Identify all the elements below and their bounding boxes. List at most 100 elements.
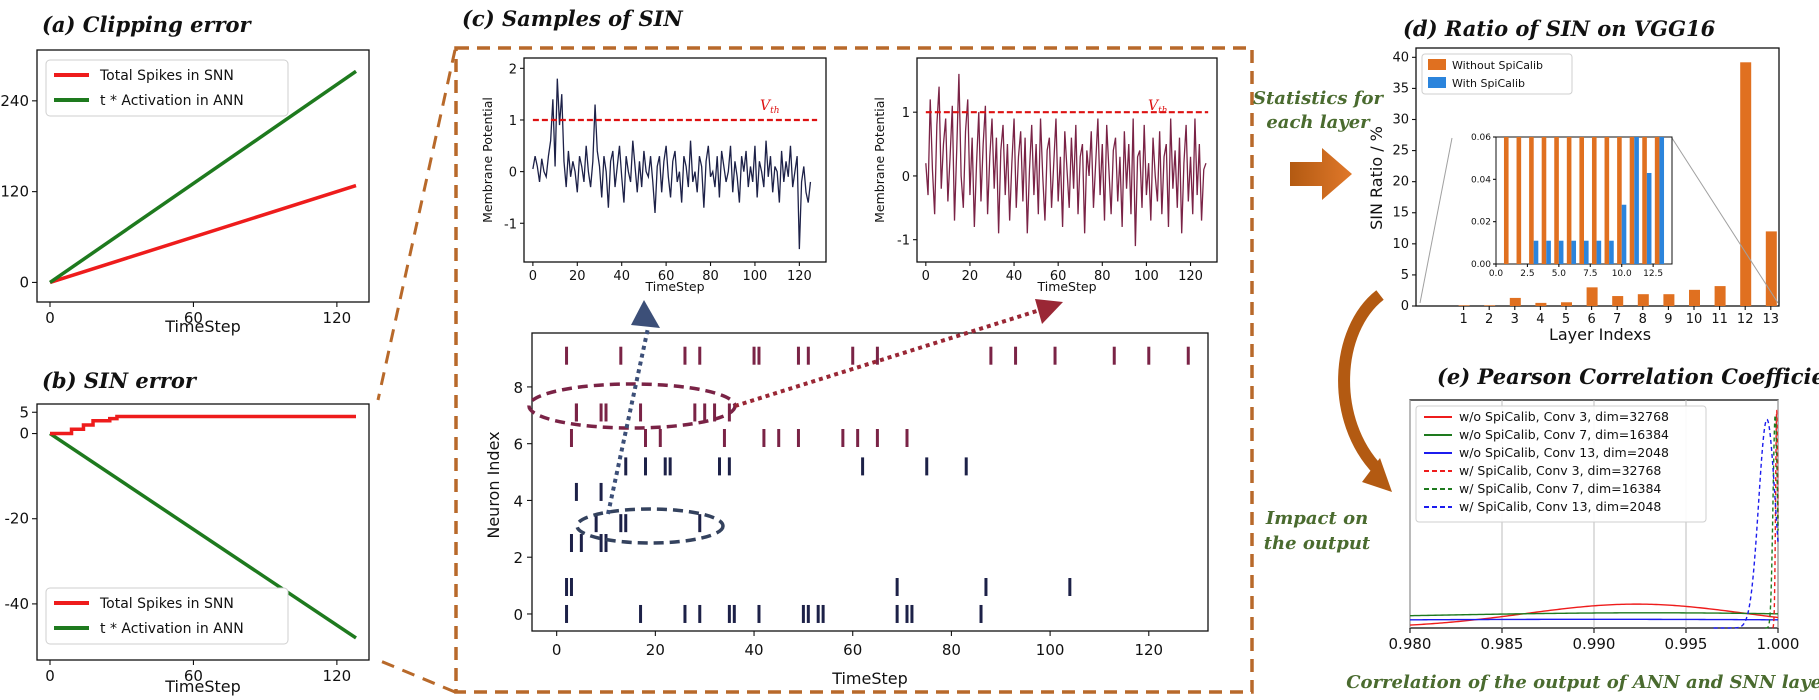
y-tick-label: 20 <box>1392 175 1409 190</box>
x-tick-label: 40 <box>744 641 763 659</box>
c2-vth-label: Vth <box>1148 98 1168 116</box>
y-tick-label: 10 <box>1392 237 1409 252</box>
bar-without-spicalib <box>1484 305 1496 306</box>
x-tick-label: 0 <box>922 269 930 284</box>
x-tick-label: 40 <box>613 269 630 284</box>
x-tick-label: 100 <box>1134 269 1159 284</box>
x-tick-label: 60 <box>184 667 203 685</box>
panel-d-ylabel: SIN Ratio / % <box>1367 126 1386 230</box>
x-tick-label: 8 <box>1639 312 1647 327</box>
x-tick-label: 120 <box>787 269 812 284</box>
impact-note: the output <box>1264 533 1371 554</box>
y-tick-label: 0 <box>902 170 910 185</box>
x-tick-label: 1 <box>1459 312 1467 327</box>
x-tick-label: 80 <box>942 641 961 659</box>
legend-swatch-blue <box>1428 77 1446 88</box>
inset-x-tick-label: 7.5 <box>1583 269 1597 279</box>
bar-without-spicalib <box>1637 294 1649 306</box>
c3-frame <box>531 332 1209 632</box>
legend-swatch-orange <box>1428 59 1446 70</box>
x-tick-label: 100 <box>1036 641 1065 659</box>
inset-bar-with <box>1571 240 1577 264</box>
membrane-trace <box>532 78 812 250</box>
bar-without-spicalib <box>1663 294 1675 306</box>
inset-bar-with <box>1621 204 1627 264</box>
arrow-head-navy <box>631 300 660 328</box>
x-tick-label: 10 <box>1686 312 1703 327</box>
y-tick-label: 2 <box>513 549 523 567</box>
panel-d-xlabel: Layer Indexs <box>1549 325 1651 344</box>
panel-e-plot: 0.980 0.985 0.990 0.995 1.000 <box>1389 400 1799 653</box>
inset-bar-with <box>1609 240 1614 264</box>
x-tick-label: 5 <box>1562 312 1570 327</box>
y-tick-label: 4 <box>513 492 523 510</box>
inset-x-tick-label: 5.0 <box>1552 269 1567 279</box>
x-tick-label: 80 <box>1094 269 1111 284</box>
panel-a-plot: 0 60 120 0 120 240 <box>0 69 357 327</box>
legend-label: Total Spikes in SNN <box>99 68 234 84</box>
x-tick-label: 80 <box>702 269 719 284</box>
panel-c: (c) Samples of SIN 0 20 40 60 80 100 120210-1 … <box>376 6 1254 694</box>
legend-label: w/ SpiCalib, Conv 3, dim=32768 <box>1459 463 1661 478</box>
bar-without-spicalib <box>1765 231 1777 306</box>
x-tick-label: 0.990 <box>1573 635 1616 653</box>
panel-e: (e) Pearson Correlation Coefficient 0.98… <box>1346 364 1819 693</box>
bar-without-spicalib <box>1535 302 1547 306</box>
bar-without-spicalib <box>1689 289 1700 306</box>
c1-frame <box>523 57 827 263</box>
legend-label: w/o SpiCalib, Conv 7, dim=16384 <box>1459 427 1669 442</box>
pcc-curve-5 <box>1713 418 1779 629</box>
panel-b: (b) SIN error 0 60 120 5 0 -20 -40 Total Spike… <box>5 368 370 696</box>
bar-without-spicalib <box>1458 305 1470 306</box>
curved-arrow-head-icon <box>1362 458 1392 492</box>
panel-d: (d) Ratio of SIN on VGG16 05101520253035… <box>1367 16 1780 344</box>
series-line-1 <box>49 69 357 284</box>
y-tick-label: 2 <box>509 62 517 77</box>
inset-x-tick-label: 10.0 <box>1612 269 1632 279</box>
inset-bar-without <box>1554 137 1559 264</box>
legend-label: w/ SpiCalib, Conv 13, dim=2048 <box>1459 499 1661 514</box>
c2-plot: 0 20 40 60 80 100 120 1 0 -1 <box>897 73 1209 284</box>
x-tick-label: 60 <box>184 309 203 327</box>
y-tick-label: 6 <box>513 436 523 454</box>
inset-bar-without <box>1654 137 1660 264</box>
stats-note: each layer <box>1266 112 1371 133</box>
panel-b-xlabel: TimeStep <box>164 677 241 696</box>
middle-annotations: Statistics for each layer Impact on the … <box>1253 88 1392 554</box>
panel-b-plot: 0 60 120 5 0 -20 -40 <box>5 403 357 685</box>
panel-a-xlabel: TimeStep <box>164 317 241 336</box>
x-tick-label: 100 <box>743 269 768 284</box>
c3-plot: 0 20 40 60 80 100 120 0 2 4 6 8 <box>513 346 1190 659</box>
panel-c-title: (c) Samples of SIN <box>462 6 683 31</box>
y-tick-label: 35 <box>1392 81 1409 96</box>
panel-b-frame <box>36 403 370 661</box>
y-tick-label: 15 <box>1392 206 1409 221</box>
inset-bar-without <box>1516 137 1522 264</box>
curved-arrow-icon <box>1338 290 1384 475</box>
y-tick-label: -1 <box>504 217 517 232</box>
y-tick-label: 0 <box>513 606 523 624</box>
legend-label: w/o SpiCalib, Conv 3, dim=32768 <box>1459 409 1669 424</box>
x-tick-label: 13 <box>1763 312 1780 327</box>
inset-bar-without <box>1566 137 1572 264</box>
inset-bar-with <box>1584 240 1589 264</box>
y-tick-label: 40 <box>1392 50 1409 65</box>
inset-connector <box>1671 137 1779 304</box>
inset-x-tick-label: 2.5 <box>1520 269 1534 279</box>
series-line-1 <box>49 432 357 640</box>
pcc-curve-2 <box>1409 618 1779 621</box>
inset-y-tick-label: 0.04 <box>1471 175 1491 185</box>
c1-vth-label: Vth <box>760 98 780 116</box>
panel-d-legend: Without SpiCalib With SpiCalib <box>1421 53 1573 95</box>
legend-label: t * Activation in ANN <box>100 93 244 109</box>
bar-without-spicalib <box>1586 287 1598 306</box>
c2-xlabel: TimeStep <box>1036 279 1096 294</box>
inset-bar-without <box>1642 137 1647 264</box>
x-tick-label: 11 <box>1711 312 1728 327</box>
y-tick-label: 0 <box>1401 299 1409 314</box>
inset-bar-without <box>1541 137 1547 264</box>
c1-ylabel: Membrane Potential <box>480 97 495 223</box>
legend-label: With SpiCalib <box>1452 77 1525 90</box>
x-tick-label: 60 <box>1050 269 1067 284</box>
inset-y-tick-label: 0.00 <box>1471 260 1491 270</box>
